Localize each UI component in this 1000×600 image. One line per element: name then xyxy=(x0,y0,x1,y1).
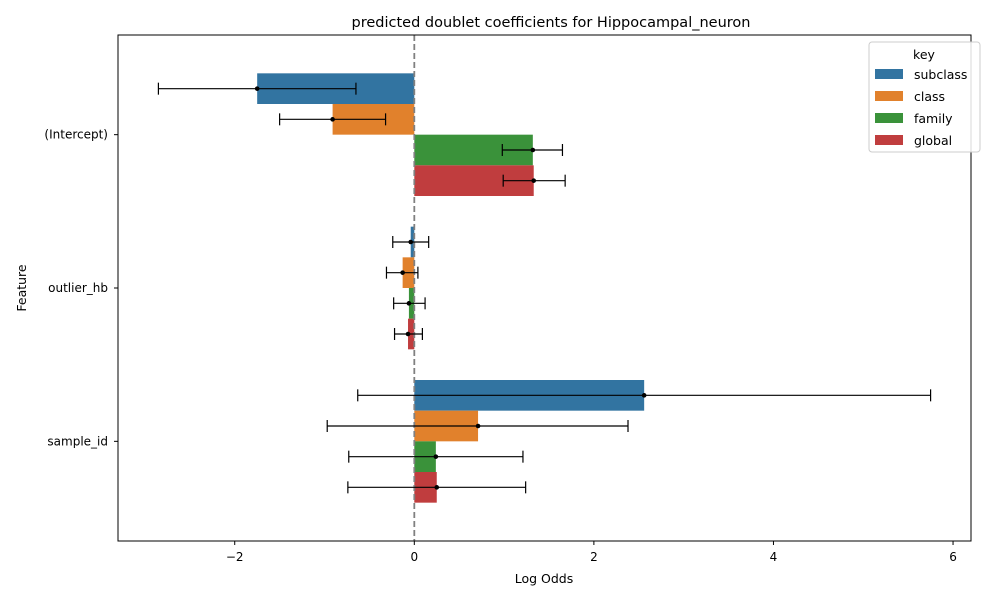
y-tick-label: sample_id xyxy=(47,434,108,448)
x-tick-label: −2 xyxy=(226,550,244,564)
legend-label-subclass: subclass xyxy=(914,67,967,82)
point-estimate-class-1 xyxy=(400,270,405,275)
x-axis: −2 0 2 4 6 xyxy=(226,541,957,564)
point-estimate-family-0 xyxy=(530,147,536,153)
bars-layer xyxy=(257,73,645,503)
point-estimate-class-2 xyxy=(475,423,481,429)
legend-title: key xyxy=(913,47,935,62)
point-estimate-class-0 xyxy=(330,117,335,122)
y-axis: (Intercept) outlier_hb sample_id xyxy=(44,128,118,448)
x-axis-label: Log Odds xyxy=(515,571,574,586)
legend-swatch-class xyxy=(875,91,903,101)
legend-swatch-global xyxy=(875,135,903,145)
legend-label-global: global xyxy=(914,133,952,148)
point-estimate-subclass-0 xyxy=(254,86,260,91)
point-estimate-family-1 xyxy=(406,301,412,306)
y-tick-label: (Intercept) xyxy=(44,128,108,142)
legend-swatch-family xyxy=(875,113,903,123)
x-tick-label: 0 xyxy=(410,550,418,564)
x-tick-label: 6 xyxy=(949,550,957,564)
point-estimate-subclass-1 xyxy=(408,239,414,245)
x-tick-label: 4 xyxy=(770,550,778,564)
legend: key subclass class family global xyxy=(868,41,981,153)
point-estimate-global-0 xyxy=(531,178,537,183)
legend-swatch-subclass xyxy=(875,69,903,79)
x-tick-label: 2 xyxy=(590,550,598,564)
legend-label-family: family xyxy=(914,111,953,126)
point-estimate-global-2 xyxy=(434,485,440,490)
legend-label-class: class xyxy=(914,89,945,104)
errorbars-layer xyxy=(157,82,932,494)
point-estimate-family-2 xyxy=(433,454,439,459)
y-tick-label: outlier_hb xyxy=(48,281,108,295)
y-axis-label: Feature xyxy=(14,264,29,312)
point-estimate-subclass-2 xyxy=(641,393,647,398)
point-estimate-global-1 xyxy=(405,331,411,337)
plot-frame xyxy=(117,34,972,542)
chart-title: predicted doublet coefficients for Hippo… xyxy=(352,15,751,31)
